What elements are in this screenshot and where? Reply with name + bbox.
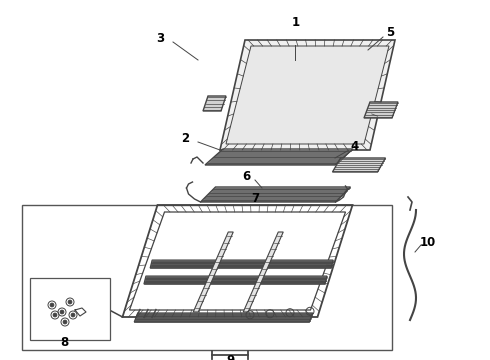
Circle shape (53, 313, 57, 317)
Polygon shape (150, 260, 333, 268)
Text: 7: 7 (251, 192, 259, 204)
Polygon shape (333, 158, 386, 172)
Bar (22, 205, 392, 350)
Text: 2: 2 (181, 131, 189, 144)
Polygon shape (193, 232, 233, 312)
Text: 9: 9 (226, 354, 234, 360)
Polygon shape (200, 187, 350, 202)
Text: 3: 3 (156, 31, 164, 45)
Text: 1: 1 (292, 17, 300, 30)
Text: 8: 8 (60, 336, 68, 348)
Text: 5: 5 (386, 27, 394, 40)
Polygon shape (364, 102, 398, 118)
Text: 4: 4 (351, 140, 359, 153)
Polygon shape (203, 96, 226, 111)
Text: 6: 6 (242, 171, 250, 184)
Polygon shape (243, 232, 283, 312)
Polygon shape (226, 46, 389, 144)
Circle shape (60, 310, 64, 314)
Circle shape (71, 313, 75, 317)
Circle shape (63, 320, 67, 324)
Circle shape (68, 300, 72, 304)
Text: 10: 10 (420, 235, 436, 248)
Polygon shape (220, 40, 395, 150)
Polygon shape (144, 276, 327, 284)
Polygon shape (134, 313, 313, 322)
Circle shape (50, 303, 54, 307)
Bar (30, 278, 110, 340)
Polygon shape (205, 149, 353, 165)
